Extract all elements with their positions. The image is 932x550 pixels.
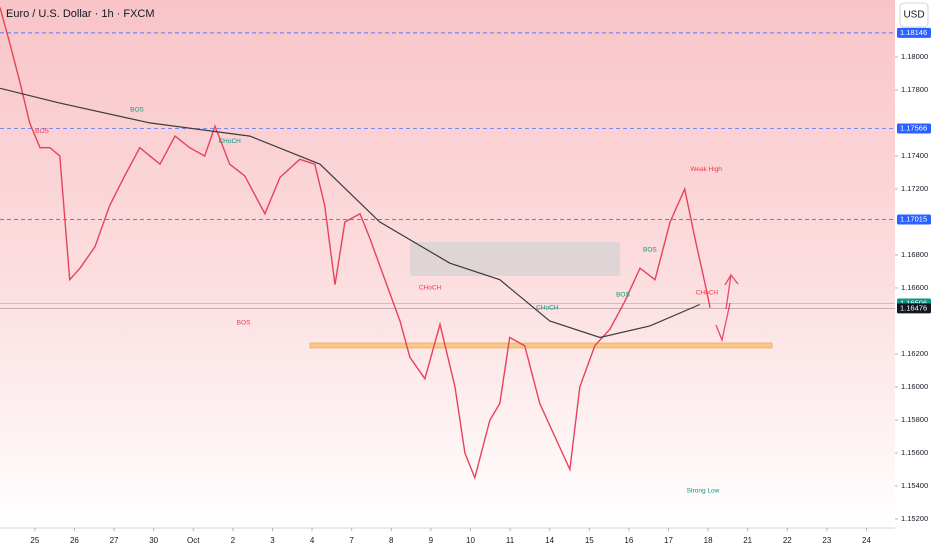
structure-label: CHoCH <box>419 285 442 292</box>
x-tick-label: 9 <box>429 536 434 545</box>
y-tick-label: 1.15200 <box>901 514 928 523</box>
x-tick-label: 26 <box>70 536 79 545</box>
note-box <box>410 242 620 276</box>
x-tick-label: 23 <box>822 536 831 545</box>
price-label: 1.17015 <box>900 214 927 223</box>
y-tick-label: 1.16800 <box>901 250 928 259</box>
structure-label: BOS <box>130 106 144 113</box>
structure-label: BOS <box>616 291 630 298</box>
x-tick-label: 7 <box>349 536 354 545</box>
x-tick-label: 3 <box>270 536 275 545</box>
symbol-title: Euro / U.S. Dollar · 1h · FXCM <box>6 8 155 20</box>
y-tick-label: 1.16600 <box>901 283 928 292</box>
x-tick-label: 14 <box>545 536 554 545</box>
y-tick-label: 1.15600 <box>901 448 928 457</box>
x-tick-label: 18 <box>704 536 713 545</box>
x-tick-label: 8 <box>389 536 394 545</box>
x-tick-label: 16 <box>624 536 633 545</box>
x-tick-label: 24 <box>862 536 871 545</box>
price-label-box <box>897 27 931 38</box>
price-label-box <box>897 303 931 314</box>
structure-label: BOS <box>643 247 657 254</box>
y-tick-label: 1.17800 <box>901 85 928 94</box>
price-label-box <box>897 123 931 134</box>
x-tick-label: 22 <box>783 536 792 545</box>
x-tick-label: 2 <box>231 536 236 545</box>
projection-arrow <box>715 273 739 343</box>
price-axis <box>895 0 932 550</box>
nickline-zone <box>309 342 773 349</box>
y-tick-label: 1.15800 <box>901 415 928 424</box>
structure-label: CHoCH <box>696 290 719 297</box>
x-tick-label: 11 <box>506 536 515 545</box>
structure-label: BOS <box>35 128 49 135</box>
x-tick-label: 17 <box>664 536 673 545</box>
structure-label: Strong Low <box>686 488 719 495</box>
structure-label: CHoCH <box>536 304 559 311</box>
price-label-box <box>897 214 931 225</box>
x-tick-label: 25 <box>30 536 39 545</box>
x-tick-label: 30 <box>149 536 158 545</box>
x-tick-label: 27 <box>110 536 119 545</box>
structure-label: BOS <box>237 319 251 326</box>
y-tick-label: 1.17400 <box>901 151 928 160</box>
x-tick-label: 4 <box>310 536 315 545</box>
structure-label: Weak High <box>690 166 722 173</box>
y-tick-label: 1.18000 <box>901 52 928 61</box>
price-label: 1.16506 <box>900 298 927 307</box>
y-tick-label: 1.15400 <box>901 481 928 490</box>
x-tick-label: 15 <box>585 536 594 545</box>
y-tick-label: 1.16000 <box>901 382 928 391</box>
price-label: 1.17566 <box>900 124 927 133</box>
y-tick-label: 1.16200 <box>901 349 928 358</box>
currency-button[interactable] <box>899 2 929 28</box>
x-tick-label: 21 <box>743 536 752 545</box>
price-label: 1.18146 <box>900 28 927 37</box>
x-tick-label: Oct <box>187 536 200 545</box>
y-tick-label: 1.17200 <box>901 184 928 193</box>
price-label: 1.16476 <box>900 303 927 312</box>
x-tick-label: 10 <box>466 536 475 545</box>
price-line <box>0 7 711 481</box>
price-line <box>0 87 701 339</box>
structure-label: CHoCH <box>218 138 241 145</box>
currency[interactable]: USD <box>903 10 924 21</box>
